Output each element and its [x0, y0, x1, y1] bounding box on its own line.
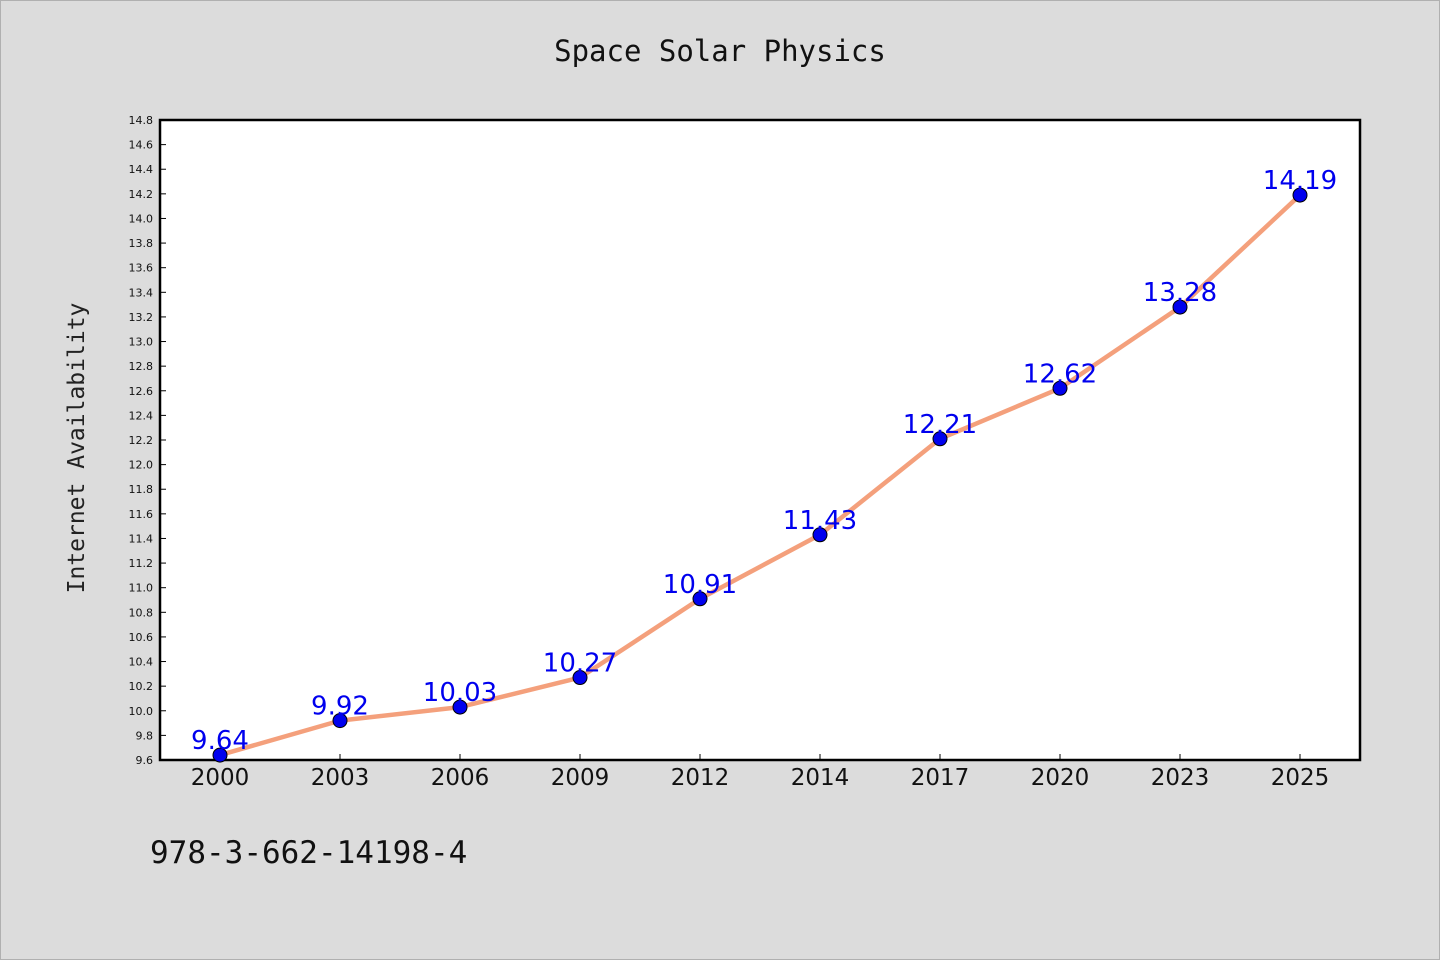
data-point [1172, 299, 1188, 315]
y-tick-label: 11.2 [129, 557, 154, 570]
y-tick-label: 12.0 [129, 459, 154, 472]
x-tick-label: 2017 [911, 765, 970, 791]
x-tick-label: 2003 [311, 765, 370, 791]
data-label: 12.21 [903, 410, 977, 440]
x-tick-label: 2000 [191, 765, 250, 791]
y-tick-label: 12.6 [129, 385, 154, 398]
data-point [932, 431, 948, 447]
y-tick-label: 11.8 [129, 483, 154, 496]
data-point [572, 670, 588, 686]
y-axis: 9.6 9.8 10.0 10.2 10.4 10.6 10.8 11.0 11.2 11.4 11… [129, 114, 166, 767]
x-tick-label: 2009 [551, 765, 610, 791]
plot-area [158, 118, 1362, 762]
y-tick-label: 13.8 [129, 237, 154, 250]
data-point [1292, 187, 1308, 203]
data-label: 10.91 [663, 570, 737, 600]
y-tick-label: 10.6 [129, 631, 154, 644]
y-tick-label: 13.6 [129, 262, 154, 275]
data-point [212, 747, 228, 763]
chart-title: Space Solar Physics [554, 34, 886, 68]
x-tick-label: 2023 [1151, 765, 1210, 791]
y-tick-label: 14.2 [129, 188, 154, 201]
y-tick-label: 11.6 [129, 508, 154, 521]
data-point [332, 713, 348, 729]
y-tick-label: 9.6 [136, 754, 154, 767]
data-point [812, 527, 828, 543]
y-tick-label: 14.4 [129, 163, 154, 176]
data-point [452, 699, 468, 715]
y-tick-label: 11.4 [129, 532, 154, 545]
y-tick-label: 14.0 [129, 212, 154, 225]
data-label: 10.27 [543, 649, 617, 679]
data-label: 12.62 [1023, 359, 1097, 389]
data-label: 14.19 [1263, 166, 1337, 196]
y-tick-label: 12.2 [129, 434, 154, 447]
data-label: 9.92 [311, 692, 369, 722]
y-tick-label: 14.6 [129, 139, 154, 152]
y-tick-label: 10.8 [129, 606, 154, 619]
x-tick-label: 2014 [791, 765, 850, 791]
series-markers [212, 187, 1308, 763]
data-labels: 9.64 9.92 10.03 10.27 10.91 11.43 12.21 12.62 13… [191, 166, 1337, 756]
x-tick-label: 2012 [671, 765, 730, 791]
y-tick-label: 14.8 [129, 114, 154, 127]
y-tick-label: 12.8 [129, 360, 154, 373]
y-tick-label: 13.4 [129, 286, 154, 299]
data-point [692, 591, 708, 607]
y-tick-label: 10.2 [129, 680, 154, 693]
y-tick-label: 12.4 [129, 409, 154, 422]
x-axis: 2000 2003 2006 2009 2012 2014 2017 2020 2023 2025 [191, 754, 1330, 791]
y-tick-label: 13.2 [129, 311, 154, 324]
data-label: 13.28 [1143, 278, 1217, 308]
y-tick-label: 13.0 [129, 336, 154, 349]
series-line [219, 193, 1302, 758]
y-tick-label: 10.4 [129, 656, 154, 669]
y-tick-label: 10.0 [129, 705, 154, 718]
x-tick-label: 2025 [1271, 765, 1330, 791]
x-tick-label: 2006 [431, 765, 490, 791]
data-point [1052, 380, 1068, 396]
data-label: 10.03 [423, 678, 497, 708]
y-tick-label: 9.8 [136, 729, 154, 742]
data-label: 9.64 [191, 726, 249, 756]
x-tick-label: 2020 [1031, 765, 1090, 791]
y-tick-label: 11.0 [129, 582, 154, 595]
isbn-text: 978-3-662-14198-4 [150, 835, 468, 871]
data-label: 11.43 [783, 506, 857, 536]
